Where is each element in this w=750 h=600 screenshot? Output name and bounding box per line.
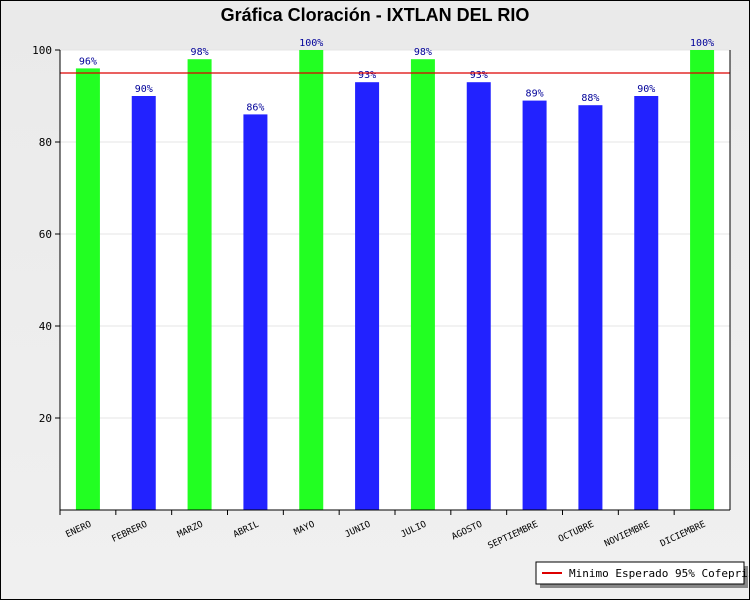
- bar: [634, 96, 659, 510]
- bar: [355, 82, 380, 510]
- y-tick-label: 100: [32, 44, 52, 57]
- data-label: 100%: [690, 38, 714, 49]
- x-tick-label: NOVIEMBRE: [603, 520, 651, 550]
- bar: [243, 114, 268, 511]
- x-tick-label: AGOSTO: [450, 520, 484, 543]
- data-label: 90%: [135, 84, 153, 95]
- x-tick-label: FEBRERO: [110, 520, 149, 545]
- x-tick-label: MARZO: [176, 520, 205, 541]
- y-tick-label: 60: [39, 228, 52, 241]
- bar: [522, 100, 547, 510]
- legend-label: Minimo Esperado 95% Cofepris: [569, 567, 750, 580]
- data-label: 86%: [246, 102, 264, 113]
- x-tick-label: ABRIL: [232, 520, 261, 541]
- x-tick-label: ENERO: [64, 520, 93, 541]
- bar: [75, 68, 100, 511]
- bar: [299, 50, 324, 510]
- data-label: 89%: [526, 89, 544, 100]
- data-label: 96%: [79, 56, 97, 67]
- x-tick-label: DICIEMBRE: [659, 520, 707, 550]
- bar: [410, 59, 435, 510]
- bar: [690, 50, 715, 510]
- bar: [187, 59, 212, 510]
- data-label: 98%: [414, 47, 432, 58]
- y-tick-label: 40: [39, 320, 52, 333]
- x-tick-label: MAYO: [293, 520, 317, 538]
- x-tick-label: SEPTIEMBRE: [487, 520, 540, 552]
- bar: [131, 96, 156, 510]
- legend: Minimo Esperado 95% Cofepris: [535, 561, 750, 588]
- y-tick-label: 20: [39, 412, 52, 425]
- x-tick-label: JUNIO: [344, 520, 373, 541]
- x-tick-label: JULIO: [399, 520, 428, 541]
- data-label: 93%: [358, 70, 376, 81]
- bar: [578, 105, 603, 510]
- plot-area: [60, 50, 730, 510]
- data-label: 98%: [191, 47, 209, 58]
- chart-title: Gráfica Cloración - IXTLAN DEL RIO: [221, 5, 530, 25]
- data-label: 93%: [470, 70, 488, 81]
- data-label: 100%: [299, 38, 323, 49]
- data-label: 88%: [581, 93, 599, 104]
- bar: [466, 82, 491, 510]
- x-tick-label: OCTUBRE: [557, 520, 596, 545]
- data-label: 90%: [637, 84, 655, 95]
- y-tick-label: 80: [39, 136, 52, 149]
